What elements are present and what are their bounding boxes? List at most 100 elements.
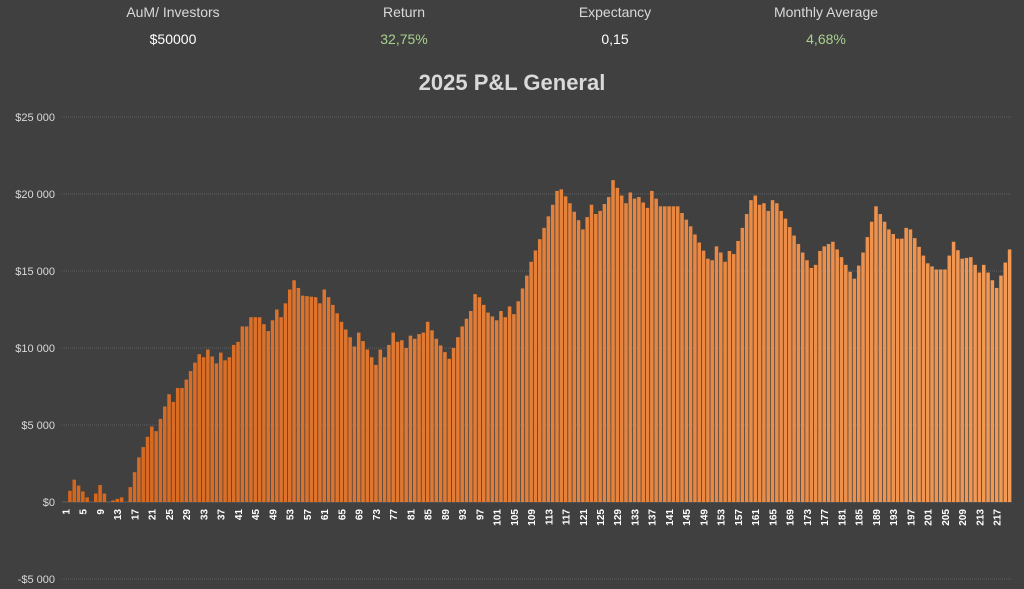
stat-monthly-average: Monthly Average 4,68%	[736, 0, 916, 50]
bar	[831, 241, 835, 503]
bar	[481, 304, 486, 502]
bar	[684, 219, 689, 503]
bar	[576, 220, 581, 502]
bar	[305, 296, 309, 502]
x-tick-label: 181	[837, 509, 848, 526]
bar	[72, 479, 76, 502]
bar	[878, 214, 883, 502]
bar	[477, 297, 482, 502]
bar	[275, 309, 279, 502]
bar	[331, 304, 335, 502]
bar	[257, 317, 262, 502]
x-tick-label: 189	[872, 509, 883, 526]
x-tick-label: 69	[355, 509, 366, 521]
stat-aum-value: $50000	[149, 31, 197, 47]
bar	[895, 238, 900, 502]
x-tick-label: 77	[389, 509, 400, 521]
bar	[637, 197, 641, 502]
bar	[408, 335, 413, 502]
bar	[788, 227, 792, 503]
y-tick-label: $15 000	[15, 266, 55, 278]
x-tick-label: 21	[148, 509, 159, 521]
bar	[503, 317, 508, 502]
y-tick-label: $10 000	[15, 343, 55, 355]
bar	[102, 493, 107, 502]
bar	[856, 265, 861, 502]
bar	[197, 354, 201, 502]
stat-expectancy: Expectancy 0,15	[525, 0, 705, 50]
bar	[943, 269, 947, 502]
bar	[796, 244, 801, 503]
bar	[749, 200, 753, 502]
bar	[137, 457, 141, 502]
bar	[443, 352, 447, 502]
bar	[606, 197, 611, 502]
bar	[887, 229, 891, 503]
bar	[425, 321, 430, 502]
bar	[119, 497, 124, 502]
x-tick-label: 37	[217, 509, 228, 521]
bar	[529, 261, 533, 502]
bar	[813, 264, 818, 502]
x-tick-label: 33	[199, 509, 210, 521]
bar	[318, 303, 322, 502]
bar	[154, 431, 158, 502]
bar	[688, 226, 693, 502]
bar	[861, 252, 865, 502]
stat-monthly-average-label: Monthly Average	[773, 4, 879, 20]
x-tick-label: 177	[820, 509, 831, 526]
bar	[430, 330, 434, 502]
bar	[244, 326, 249, 502]
bar	[550, 204, 555, 502]
bar	[951, 241, 956, 503]
bar	[369, 357, 374, 502]
bar-series	[68, 180, 1012, 503]
x-tick-label: 141	[665, 509, 676, 526]
bar	[404, 348, 408, 502]
bar	[917, 246, 921, 502]
stat-expectancy-value: 0,15	[601, 31, 629, 47]
bar	[283, 303, 288, 502]
bar	[986, 272, 990, 502]
bar	[900, 238, 904, 502]
bar	[447, 358, 452, 502]
bar	[348, 337, 352, 502]
bar	[533, 250, 538, 502]
bar	[167, 394, 171, 502]
x-tick-label: 137	[648, 509, 659, 526]
x-tick-label: 25	[165, 509, 176, 521]
bar	[585, 217, 589, 502]
bar	[175, 388, 180, 502]
bar	[852, 278, 857, 502]
bar	[171, 401, 176, 502]
bar	[400, 340, 404, 502]
bar	[253, 317, 258, 502]
bar	[563, 196, 568, 502]
bar	[710, 260, 714, 502]
bar	[391, 332, 395, 502]
bar	[675, 206, 680, 502]
x-tick-label: 61	[320, 509, 331, 521]
bar	[365, 349, 370, 502]
bar	[762, 203, 766, 503]
bar	[335, 313, 339, 502]
bar	[869, 221, 874, 502]
x-tick-label: 89	[441, 509, 452, 521]
bar	[322, 289, 326, 502]
x-tick-label: 9	[96, 509, 107, 515]
x-tick-label: 29	[182, 509, 193, 521]
bar	[150, 426, 154, 502]
bar	[874, 206, 878, 502]
x-tick-label: 109	[527, 509, 538, 526]
bar	[188, 371, 193, 502]
bar	[632, 198, 637, 502]
bar	[628, 192, 633, 502]
stat-return-value: 32,75%	[380, 31, 428, 47]
x-tick-label: 197	[906, 509, 917, 526]
bar	[499, 311, 503, 502]
bar	[193, 362, 197, 502]
bar	[615, 187, 620, 502]
chart-title: 2025 P&L General	[418, 70, 606, 95]
bar	[839, 257, 844, 502]
bar	[236, 341, 240, 502]
